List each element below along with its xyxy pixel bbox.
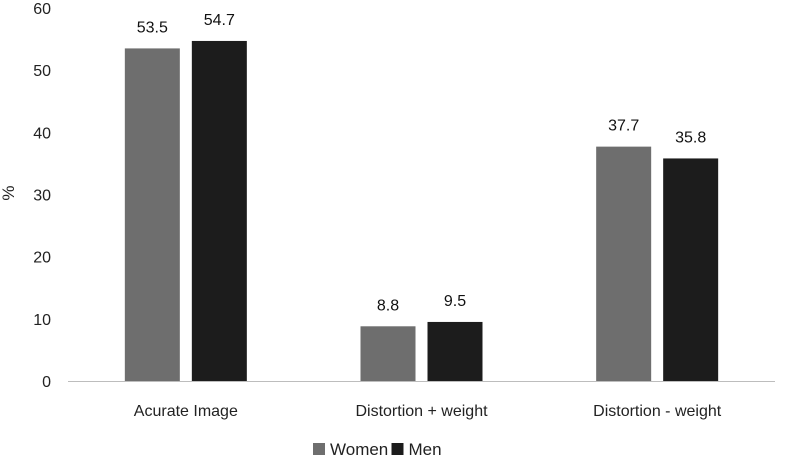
category-labels: Acurate Image Distortion + weight Distorti… [134, 403, 722, 420]
data-label: 35.8 [675, 129, 706, 146]
bars [124, 40, 719, 382]
bar-women [360, 326, 416, 381]
y-tick-label: 30 [33, 188, 51, 205]
y-tick-label: 60 [33, 1, 51, 18]
y-tick-label: 40 [33, 125, 51, 142]
y-axis-label: % [0, 185, 18, 200]
data-label: 9.5 [444, 293, 466, 310]
y-tick-label: 50 [33, 63, 51, 80]
legend-swatch-women [313, 443, 325, 455]
data-labels: 53.5 54.7 8.8 9.5 37.7 35.8 [137, 12, 707, 314]
data-label: 53.5 [137, 19, 168, 36]
bar-men [663, 158, 719, 381]
data-label: 8.8 [377, 297, 399, 314]
category-label: Distortion - weight [593, 403, 722, 420]
legend-label: Women [330, 440, 388, 459]
y-tick-label: 20 [33, 250, 51, 267]
legend-swatch-men [391, 443, 404, 455]
legend-label: Men [409, 440, 442, 459]
bar-men [427, 321, 483, 381]
data-label: 54.7 [204, 12, 235, 29]
y-axis-ticks: 0 10 20 30 40 50 60 [33, 1, 51, 391]
legend: Women Men [313, 440, 442, 459]
y-tick-label: 10 [33, 312, 51, 329]
bar-women [596, 146, 652, 381]
bar-men [191, 40, 247, 381]
category-label: Distortion + weight [355, 403, 488, 420]
bar-women [124, 48, 180, 382]
y-tick-label: 0 [42, 374, 51, 391]
data-label: 37.7 [608, 118, 639, 135]
category-label: Acurate Image [134, 403, 238, 420]
